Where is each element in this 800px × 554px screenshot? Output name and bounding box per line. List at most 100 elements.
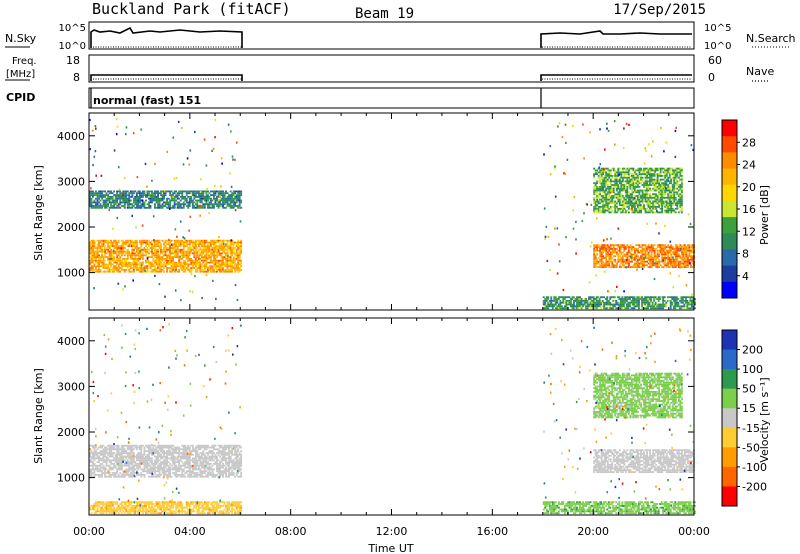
range-cell: [606, 244, 609, 247]
range-cell: [629, 184, 632, 186]
range-cell: [196, 254, 199, 257]
range-cell: [600, 307, 603, 310]
range-cell: [628, 196, 630, 199]
range-cell: [125, 241, 128, 244]
range-cell: [196, 263, 199, 266]
scatter-cell: [112, 249, 115, 252]
range-cell: [203, 267, 206, 269]
range-cell: [674, 184, 677, 186]
range-cell: [685, 253, 688, 256]
range-cell: [597, 257, 600, 259]
range-cell: [631, 249, 633, 252]
range-cell: [105, 472, 108, 474]
range-cell: [164, 245, 167, 247]
range-cell: [634, 255, 636, 258]
range-cell: [669, 301, 672, 304]
range-cell: [608, 255, 611, 258]
range-cell: [646, 264, 648, 267]
range-cell: [605, 167, 608, 170]
range-cell: [658, 249, 661, 252]
range-cell: [113, 269, 116, 271]
range-cell: [620, 202, 623, 205]
range-cell: [664, 180, 667, 183]
range-cell: [665, 209, 668, 212]
range-cell: [240, 201, 243, 204]
range-cell: [92, 464, 94, 467]
range-cell: [155, 196, 158, 198]
range-cell: [99, 269, 102, 271]
range-cell: [603, 196, 606, 199]
range-cell: [662, 248, 665, 250]
range-cell: [137, 206, 140, 209]
range-cell: [646, 191, 648, 194]
range-cell: [649, 257, 651, 259]
range-cell: [632, 300, 634, 302]
range-cell: [611, 196, 614, 199]
range-cell: [645, 305, 648, 308]
range-cell: [644, 301, 646, 304]
range-cell: [128, 196, 131, 198]
range-cell: [676, 264, 679, 267]
range-cell: [677, 184, 680, 186]
range-cell: [92, 201, 94, 204]
range-cell: [170, 258, 173, 260]
range-cell: [216, 250, 218, 253]
range-cell: [237, 192, 240, 195]
range-cell: [151, 269, 153, 271]
range-cell: [661, 186, 664, 188]
range-cell: [214, 247, 217, 249]
range-cell: [668, 300, 671, 302]
range-cell: [220, 263, 223, 266]
range-cell: [193, 247, 196, 249]
range-cell: [135, 196, 138, 198]
scatter-cell: [606, 127, 608, 130]
range-cell: [89, 470, 91, 473]
range-cell: [217, 259, 220, 262]
range-cell: [145, 243, 147, 246]
range-cell: [194, 263, 197, 266]
range-cell: [593, 266, 596, 268]
range-cell: [668, 251, 671, 254]
range-cell: [219, 203, 221, 206]
range-cell: [196, 252, 199, 255]
range-cell: [647, 202, 650, 205]
range-cell: [673, 184, 676, 186]
range-cell: [90, 475, 93, 478]
range-cell: [145, 254, 147, 257]
range-cell: [231, 261, 234, 264]
range-cell: [178, 197, 181, 200]
range-cell: [116, 197, 119, 200]
range-cell: [166, 267, 168, 269]
range-cell: [609, 258, 612, 261]
range-cell: [149, 199, 152, 202]
range-cell: [683, 248, 686, 250]
range-cell: [89, 248, 91, 251]
range-cell: [185, 239, 188, 242]
range-cell: [188, 269, 191, 271]
range-cell: [624, 246, 627, 248]
range-cell: [596, 266, 599, 268]
range-cell: [602, 171, 605, 174]
range-cell: [105, 457, 108, 460]
range-cell: [609, 305, 612, 308]
range-cell: [640, 173, 642, 175]
range-cell: [111, 201, 114, 204]
range-cell: [90, 455, 93, 458]
range-cell: [547, 298, 550, 300]
range-cell: [173, 265, 176, 268]
range-cell: [95, 457, 97, 460]
range-cell: [677, 255, 680, 258]
range-cell: [226, 197, 229, 200]
range-cell: [652, 248, 655, 250]
range-cell: [653, 207, 656, 210]
range-cell: [668, 262, 671, 265]
range-cell: [545, 300, 548, 302]
range-cell: [653, 300, 656, 302]
range-cell: [635, 296, 637, 299]
range-cell: [185, 199, 188, 202]
range-cell: [608, 200, 611, 203]
range-cell: [629, 202, 632, 205]
range-cell: [104, 452, 106, 454]
range-cell: [225, 259, 227, 262]
range-cell: [231, 201, 234, 204]
